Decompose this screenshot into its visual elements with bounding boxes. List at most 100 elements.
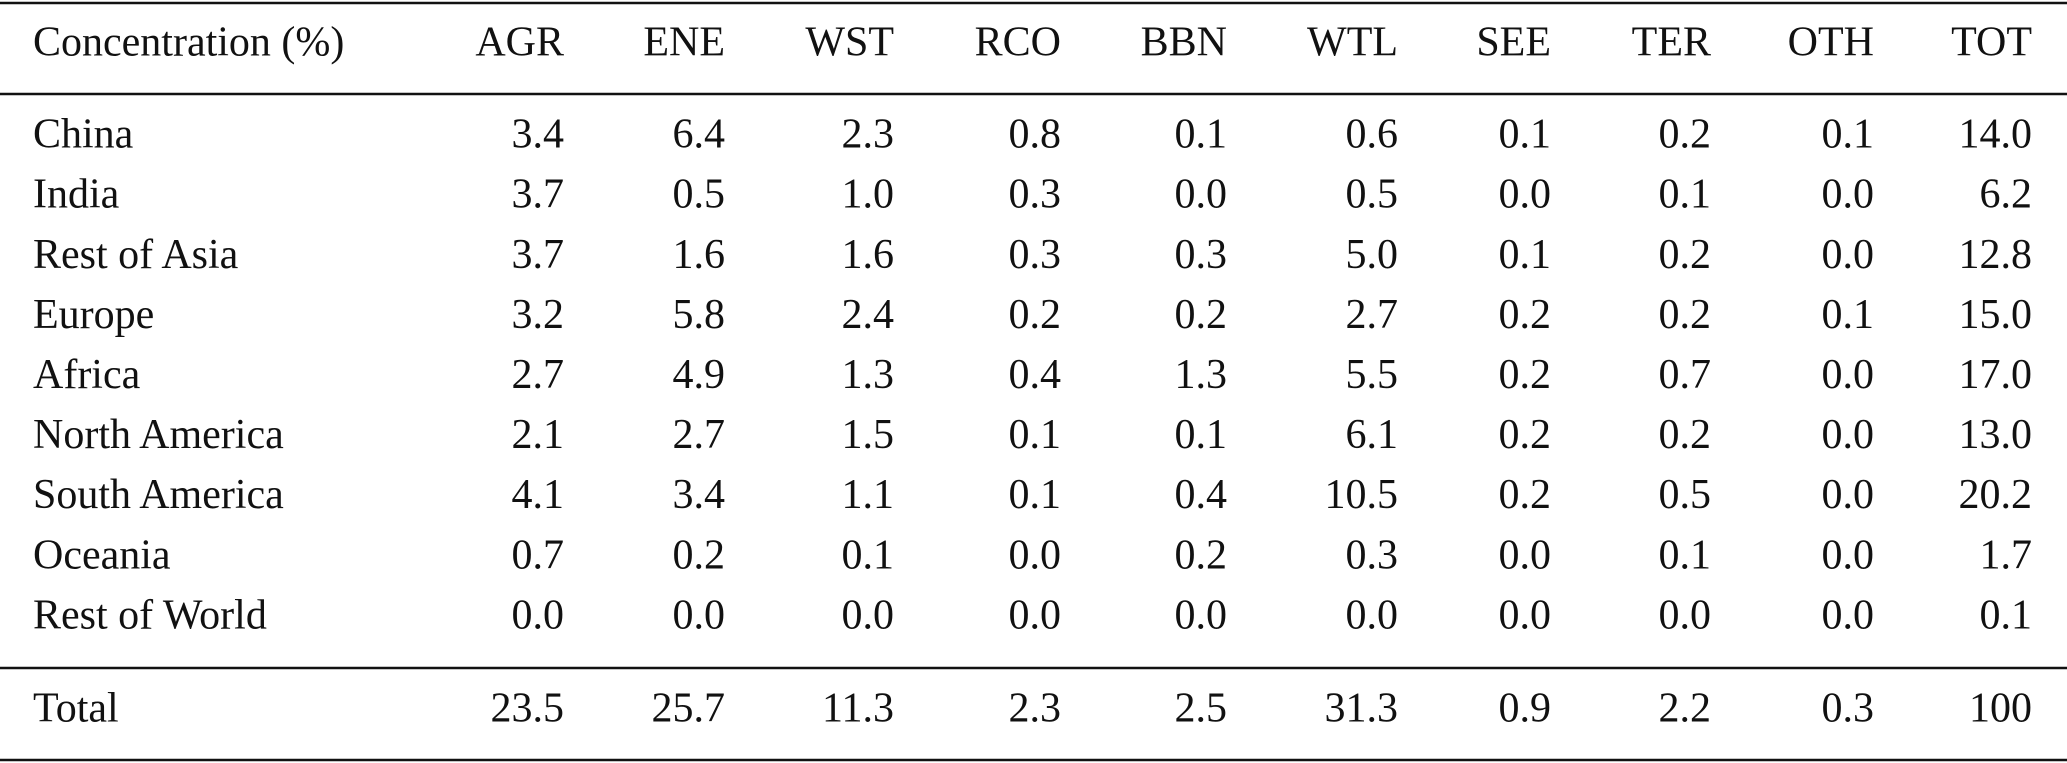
row-label: North America (33, 412, 284, 458)
row-label: Europe (33, 292, 154, 338)
row-cell: 14.0 (1959, 112, 2033, 158)
row-cell: 0.0 (1822, 592, 1875, 638)
row-cell: 0.2 (1499, 292, 1552, 338)
row-cell: 1.1 (842, 472, 895, 518)
row-cell: 0.4 (1009, 352, 1062, 398)
row-label: China (33, 112, 134, 158)
header-cell: ENE (643, 20, 725, 66)
row-cell: 0.2 (1499, 352, 1552, 398)
row-cell: 5.5 (1346, 352, 1399, 398)
total-cell: 2.5 (1175, 686, 1228, 732)
row-cell: 0.0 (1009, 592, 1062, 638)
row-cell: 0.8 (1009, 112, 1062, 158)
row-cell: 0.3 (1175, 232, 1228, 278)
row-cell: 6.2 (1980, 172, 2033, 218)
row-cell: 5.8 (673, 292, 726, 338)
row-cell: 20.2 (1959, 472, 2033, 518)
row-cell: 1.3 (1175, 352, 1228, 398)
row-cell: 0.2 (1659, 232, 1712, 278)
header-cell: RCO (975, 20, 1061, 66)
header-cell: SEE (1476, 20, 1551, 66)
row-cell: 0.5 (673, 172, 726, 218)
row-cell: 0.7 (512, 532, 565, 578)
row-cell: 0.2 (1659, 292, 1712, 338)
row-cell: 0.1 (1009, 472, 1062, 518)
header-cell: WST (805, 20, 894, 66)
header-cell: TOT (1951, 20, 2032, 66)
row-cell: 5.0 (1346, 232, 1399, 278)
row-cell: 0.2 (1175, 292, 1228, 338)
row-label: Rest of Asia (33, 232, 239, 278)
row-cell: 0.5 (1346, 172, 1399, 218)
row-cell: 6.1 (1346, 412, 1399, 458)
row-cell: 0.1 (1659, 172, 1712, 218)
row-cell: 2.7 (1346, 292, 1399, 338)
row-cell: 0.0 (1822, 172, 1875, 218)
row-cell: 0.2 (1499, 472, 1552, 518)
row-cell: 0.0 (1659, 592, 1712, 638)
row-cell: 0.0 (1822, 472, 1875, 518)
row-cell: 0.0 (1175, 172, 1228, 218)
row-cell: 3.4 (512, 112, 565, 158)
row-cell: 0.2 (1009, 292, 1062, 338)
header-cell: TER (1632, 20, 1711, 66)
row-cell: 0.1 (1175, 412, 1228, 458)
row-cell: 15.0 (1959, 292, 2033, 338)
row-cell: 0.1 (842, 532, 895, 578)
row-cell: 0.5 (1659, 472, 1712, 518)
row-cell: 13.0 (1959, 412, 2033, 458)
row-cell: 2.3 (842, 112, 895, 158)
row-cell: 0.0 (1499, 532, 1552, 578)
row-cell: 0.1 (1822, 112, 1875, 158)
row-cell: 0.0 (842, 592, 895, 638)
row-cell: 0.0 (1822, 232, 1875, 278)
row-cell: 3.7 (512, 172, 565, 218)
row-cell: 0.7 (1659, 352, 1712, 398)
row-cell: 1.0 (842, 172, 895, 218)
row-label: Oceania (33, 532, 171, 578)
total-cell: 2.2 (1659, 686, 1712, 732)
header-cell: BBN (1141, 20, 1227, 66)
total-cell: 100 (1969, 686, 2032, 732)
row-cell: 0.2 (1499, 412, 1552, 458)
row-cell: 3.4 (673, 472, 726, 518)
row-cell: 0.2 (673, 532, 726, 578)
row-cell: 0.2 (1175, 532, 1228, 578)
row-cell: 0.1 (1175, 112, 1228, 158)
total-cell: 0.9 (1499, 686, 1552, 732)
total-cell: 31.3 (1325, 686, 1399, 732)
header-cell: AGR (475, 20, 564, 66)
row-cell: 0.0 (1499, 172, 1552, 218)
header-cell: WTL (1307, 20, 1398, 66)
row-cell: 0.3 (1009, 232, 1062, 278)
row-cell: 0.0 (673, 592, 726, 638)
row-cell: 0.0 (1822, 352, 1875, 398)
row-cell: 0.1 (1822, 292, 1875, 338)
row-label: Rest of World (33, 592, 267, 638)
row-cell: 12.8 (1959, 232, 2033, 278)
row-cell: 1.6 (673, 232, 726, 278)
row-cell: 0.0 (1499, 592, 1552, 638)
row-cell: 0.1 (1659, 532, 1712, 578)
row-cell: 4.1 (512, 472, 565, 518)
row-label: India (33, 172, 120, 218)
row-cell: 2.7 (673, 412, 726, 458)
row-cell: 0.0 (512, 592, 565, 638)
row-cell: 0.0 (1009, 532, 1062, 578)
row-cell: 1.3 (842, 352, 895, 398)
row-cell: 2.7 (512, 352, 565, 398)
row-cell: 2.4 (842, 292, 895, 338)
row-cell: 0.1 (1009, 412, 1062, 458)
total-label: Total (33, 686, 119, 732)
row-cell: 0.4 (1175, 472, 1228, 518)
row-label: South America (33, 472, 284, 518)
row-cell: 0.2 (1659, 112, 1712, 158)
row-cell: 1.6 (842, 232, 895, 278)
row-cell: 2.1 (512, 412, 565, 458)
row-cell: 0.0 (1346, 592, 1399, 638)
total-cell: 25.7 (652, 686, 726, 732)
row-cell: 0.2 (1659, 412, 1712, 458)
row-cell: 1.7 (1980, 532, 2033, 578)
row-cell: 0.0 (1822, 412, 1875, 458)
